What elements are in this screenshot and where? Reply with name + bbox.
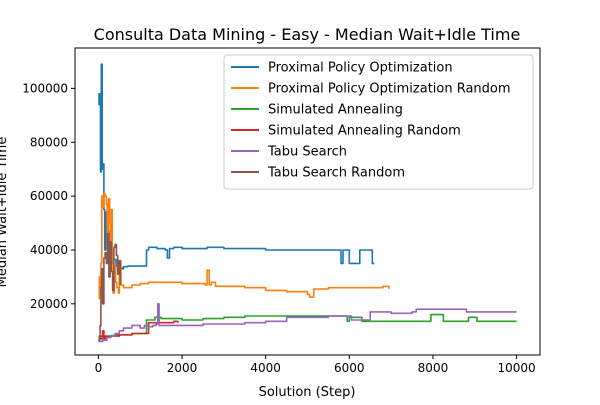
y-tick-label: 40000 [30,243,68,257]
x-tick-label: 6000 [334,361,365,375]
x-tick-label: 8000 [418,361,449,375]
x-tick-label: 10000 [497,361,535,375]
legend-label: Simulated Annealing Random [268,124,461,139]
x-axis-label: Solution (Step) [259,385,356,400]
series-layer [98,63,517,343]
legend-label: Tabu Search Random [267,166,405,181]
legend-box [223,54,534,190]
legend-label: Simulated Annealing [268,103,403,118]
y-tick-label: 100000 [22,81,68,95]
series-line-6 [98,233,121,341]
y-tick-label: 20000 [30,297,68,311]
chart-title: Consulta Data Mining - Easy - Median Wai… [94,25,521,44]
legend: Proximal Policy Optimization Proximal Pol… [223,54,534,190]
legend-label: Tabu Search [267,145,347,160]
legend-label: Proximal Policy Optimization [268,61,453,76]
series-line-1 [98,63,375,270]
y-axis-label: Median Wait+Idle Time [0,137,10,288]
plot-frame [74,47,541,356]
x-axis: 0 2000 4000 6000 8000 10000 [95,355,536,375]
x-tick-label: 0 [95,361,103,375]
series-line-2 [98,192,390,300]
legend-label: Proximal Policy Optimization Random [268,82,511,97]
y-axis: 20000 40000 60000 80000 100000 [22,81,75,311]
series-line-5 [98,303,517,343]
x-tick-label: 2000 [167,361,198,375]
y-tick-label: 60000 [30,189,68,203]
y-tick-label: 80000 [30,135,68,149]
x-tick-label: 4000 [250,361,281,375]
